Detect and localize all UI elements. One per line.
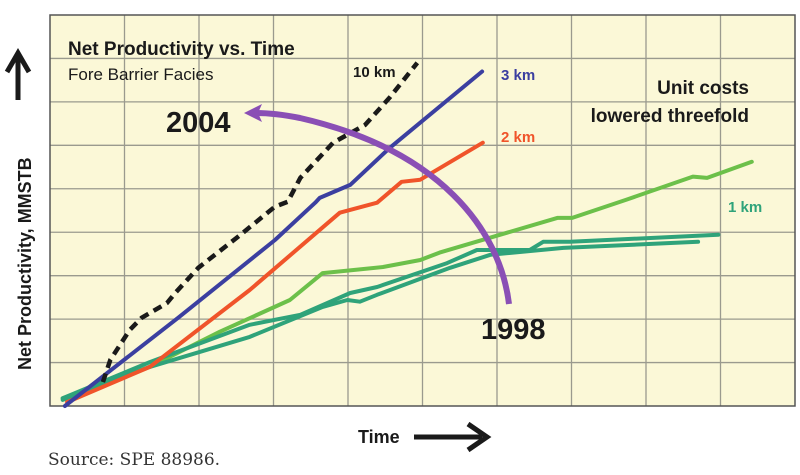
year-arrow — [255, 110, 512, 305]
note-lowered-threefold: lowered threefold — [591, 106, 749, 127]
series-line-2-km — [65, 140, 485, 405]
series-line-1-km — [60, 232, 721, 401]
year-label-2004: 2004 — [166, 107, 231, 139]
series-line-1-km-second-trace — [60, 239, 701, 402]
series-label-1km: 1 km — [728, 199, 762, 216]
source-note: Source: SPE 88986. — [48, 450, 220, 470]
chart-title: Net Productivity vs. Time — [68, 39, 295, 60]
chart-subtitle: Fore Barrier Facies — [68, 65, 213, 84]
series-label-10km: 10 km — [353, 64, 396, 81]
grid — [50, 15, 795, 406]
series-label-2km: 2 km — [501, 129, 535, 146]
series-line-10-km — [100, 61, 420, 383]
x-axis-label: Time — [358, 427, 400, 447]
year-arrow-head — [244, 104, 262, 122]
plot-frame — [49, 14, 796, 407]
series-layer — [60, 61, 754, 408]
x-axis-arrow — [414, 421, 492, 453]
series-line-3-km — [62, 69, 485, 408]
year-label-1998: 1998 — [481, 314, 546, 346]
note-unit-costs: Unit costs — [657, 78, 749, 99]
series-label-3km: 3 km — [501, 67, 535, 84]
y-axis-label: Net Productivity, MMSTB — [15, 157, 35, 370]
y-axis-arrow — [4, 48, 32, 100]
series-line-1-km-light-green — [60, 159, 754, 401]
